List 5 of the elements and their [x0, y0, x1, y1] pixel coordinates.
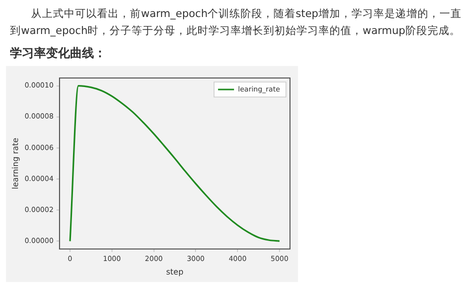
line-series — [69, 84, 280, 242]
y-axis-title: learning rate — [10, 138, 20, 190]
x-axis-title: step — [166, 267, 184, 276]
text: 从上式中可以看出，前warm_epoch个训练阶段，随着step增加，学习率是递增的，一直到warm_epoch时，分子等于分母，此时学习率增长到初始学习率的值，warmup阶段完成。 — [9, 7, 462, 39]
chart-title: 学习率变化曲线： — [9, 45, 107, 62]
